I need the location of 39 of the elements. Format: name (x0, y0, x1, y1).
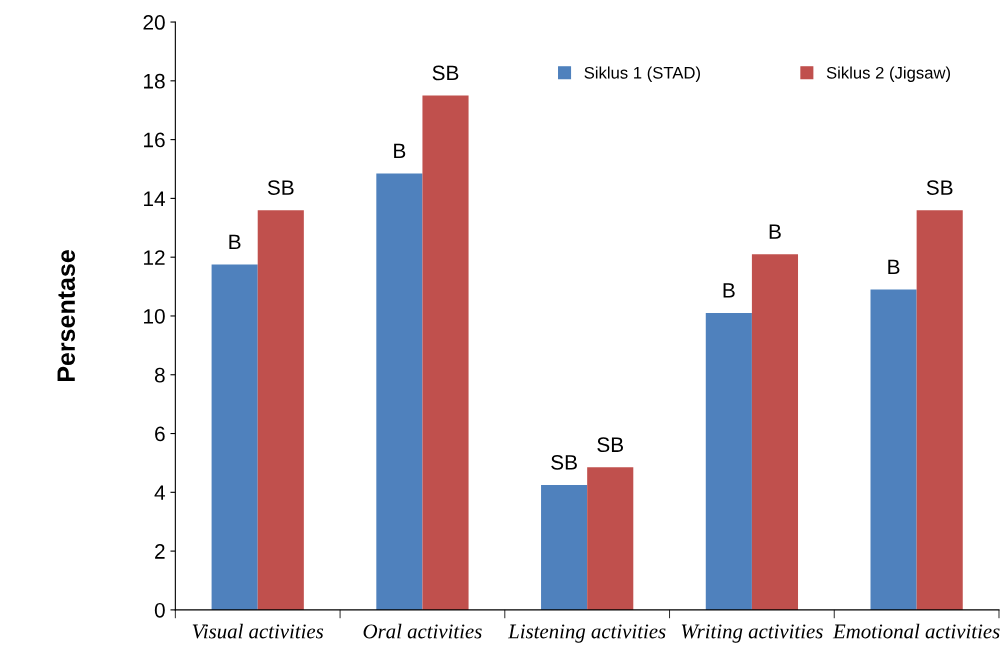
data-label: SB (267, 180, 294, 195)
y-tick-label: 10 (144, 308, 165, 324)
bar (870, 289, 917, 610)
bar (211, 264, 258, 610)
x-tick-label: Writing activities (681, 624, 823, 643)
x-tick-label: Listening activities (507, 624, 666, 643)
bar (587, 467, 634, 610)
x-tick-label: Emotional activities (832, 623, 1000, 639)
y-tick-label: 18 (144, 73, 165, 89)
y-tick-label: 20 (143, 15, 165, 30)
y-tick-label: 14 (144, 191, 166, 206)
bar (916, 210, 963, 610)
data-label: SB (551, 454, 577, 470)
y-tick-label: 4 (154, 485, 166, 500)
legend-label: Siklus 2 (Jigsaw) (826, 66, 951, 82)
data-label: B (723, 283, 735, 298)
data-label: B (888, 259, 900, 275)
y-tick-label: 8 (154, 367, 165, 383)
y-tick-label: 2 (155, 544, 165, 559)
data-label: B (229, 234, 241, 250)
bar (422, 95, 469, 610)
y-axis-title: Persentase (57, 250, 76, 381)
data-label: SB (432, 65, 459, 81)
legend-label: Siklus 1 (STAD) (584, 66, 700, 82)
y-tick-label: 0 (154, 602, 165, 618)
x-tick-label: Visual activities (192, 623, 324, 639)
data-label: SB (926, 180, 953, 195)
y-tick-label: 16 (144, 132, 165, 148)
x-tick-label: Oral activities (363, 623, 482, 639)
y-tick-label: 12 (144, 250, 165, 265)
bar (751, 254, 799, 610)
bar (376, 173, 423, 610)
bar (541, 484, 588, 610)
data-label: SB (597, 437, 624, 453)
bar (257, 210, 304, 610)
bar (705, 313, 752, 610)
data-label: B (394, 143, 406, 158)
y-tick-label: 6 (155, 426, 165, 442)
data-label: B (769, 224, 781, 239)
